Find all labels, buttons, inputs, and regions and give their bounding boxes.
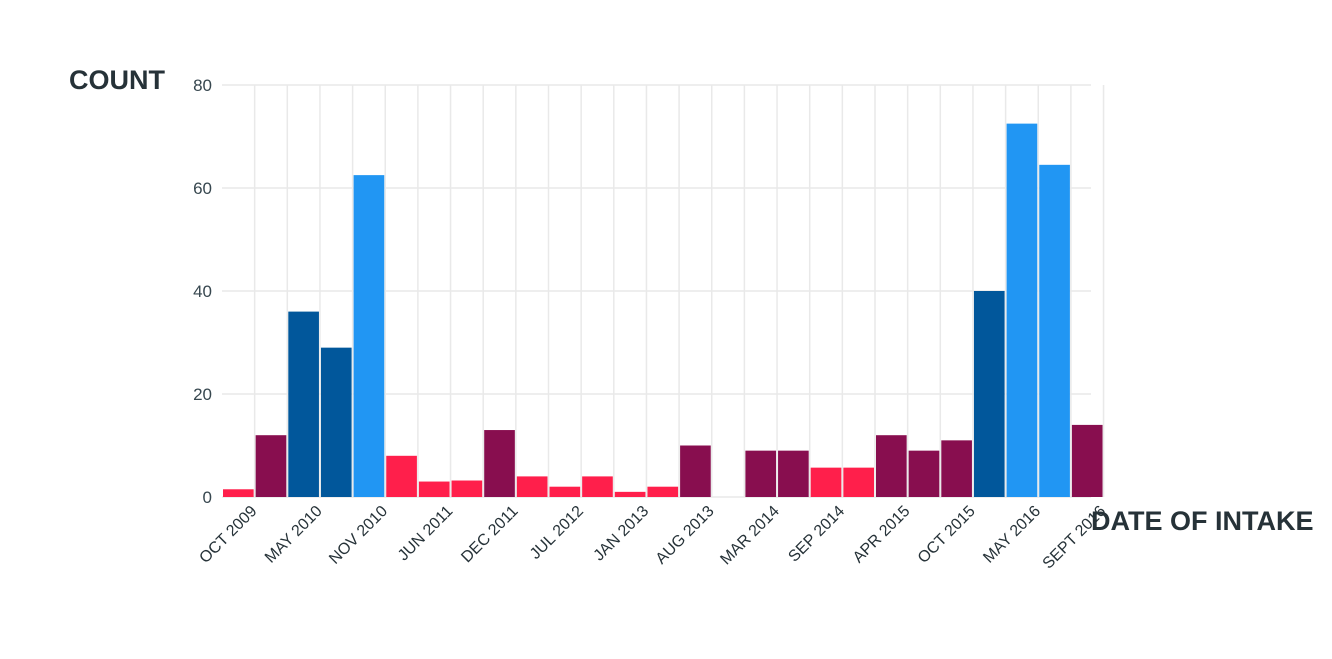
bar xyxy=(908,450,940,497)
y-tick-label: 40 xyxy=(193,282,212,301)
bar xyxy=(386,455,417,497)
x-axis-title: DATE OF INTAKE xyxy=(1091,506,1314,536)
bar xyxy=(1071,424,1103,497)
x-tick-label: JAN 2013 xyxy=(591,503,653,565)
bar xyxy=(484,430,515,497)
gridlines xyxy=(222,84,1105,498)
x-tick-label: MAR 2014 xyxy=(717,503,783,569)
bar xyxy=(680,445,711,497)
x-tick-label: NOV 2010 xyxy=(326,503,391,568)
x-axis-ticks: OCT 2009 MAY 2010 NOV 2010 JUN 2011 DEC 2011… xyxy=(196,503,1109,573)
y-tick-label: 80 xyxy=(193,76,212,95)
bar xyxy=(843,467,874,497)
bar xyxy=(255,435,287,497)
x-tick-label: MAY 2010 xyxy=(262,503,326,567)
bar xyxy=(223,489,254,497)
y-tick-label: 0 xyxy=(203,488,212,507)
bar xyxy=(1039,164,1070,497)
bar xyxy=(941,440,972,497)
y-tick-label: 20 xyxy=(193,385,212,404)
x-tick-label: JUN 2011 xyxy=(395,503,457,565)
bar xyxy=(549,486,581,497)
bar xyxy=(516,476,548,497)
x-tick-label: DEC 2011 xyxy=(458,503,521,566)
bar xyxy=(353,175,385,497)
bar xyxy=(1006,123,1038,497)
bar xyxy=(647,486,679,497)
bar xyxy=(320,347,352,497)
x-tick-label: OCT 2015 xyxy=(915,503,979,567)
x-tick-label: APR 2015 xyxy=(850,503,914,567)
bar xyxy=(288,311,319,497)
x-tick-label: AUG 2013 xyxy=(653,503,718,568)
bar xyxy=(418,481,450,497)
bar xyxy=(973,291,1005,497)
bar xyxy=(876,435,907,497)
bars xyxy=(223,123,1103,497)
bar xyxy=(778,450,809,497)
bar xyxy=(582,476,613,497)
bar xyxy=(451,480,483,497)
y-tick-label: 60 xyxy=(193,179,212,198)
bar xyxy=(810,467,842,497)
y-axis-ticks: 0 20 40 60 80 xyxy=(193,76,212,507)
bar xyxy=(745,450,777,497)
x-tick-label: MAY 2016 xyxy=(980,503,1044,567)
y-axis-title: COUNT xyxy=(69,65,165,95)
x-tick-label: OCT 2009 xyxy=(196,503,260,567)
x-tick-label: JUL 2012 xyxy=(527,503,587,563)
bar xyxy=(614,491,646,497)
x-tick-label: SEP 2014 xyxy=(785,503,848,566)
